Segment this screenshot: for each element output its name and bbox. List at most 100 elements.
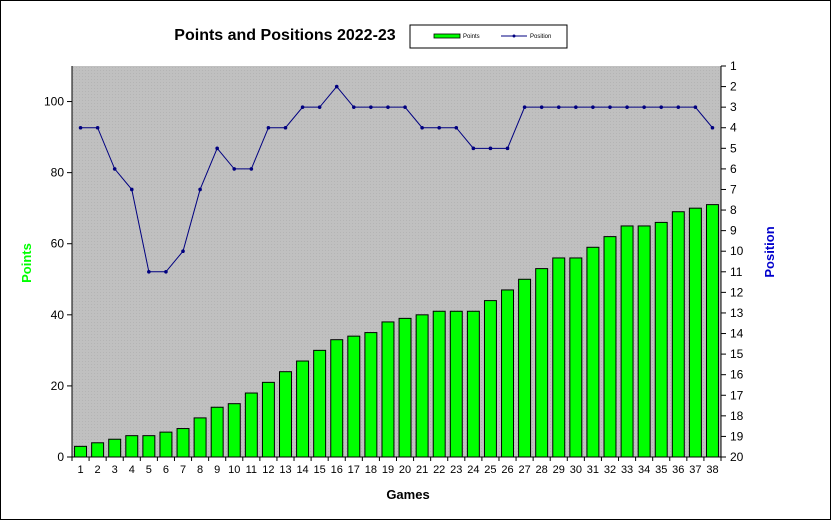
x-tick-label: 3	[112, 464, 118, 476]
legend-box	[409, 24, 568, 49]
points-bar-game-1	[74, 445, 88, 458]
points-bar-game-28	[535, 268, 549, 458]
legend-points-label: Points	[463, 34, 480, 40]
points-bar-game-12	[261, 381, 275, 458]
right-tick-label: 6	[730, 162, 737, 176]
right-tick-label: 11	[730, 265, 743, 279]
x-tick-label: 14	[296, 464, 308, 476]
x-tick-label: 32	[604, 464, 616, 476]
points-bar-game-25	[483, 300, 497, 458]
position-point-game-13	[283, 125, 288, 130]
x-tick-label: 12	[262, 464, 274, 476]
x-tick-label: 26	[501, 464, 513, 476]
right-tick-label: 5	[730, 141, 737, 155]
points-bar-game-7	[176, 428, 190, 458]
x-tick-label: 9	[214, 464, 220, 476]
points-bar-game-4	[125, 435, 139, 458]
x-tick-label: 27	[518, 464, 530, 476]
points-bar-game-32	[603, 236, 617, 458]
x-tick-label: 23	[450, 464, 462, 476]
x-tick-label: 18	[365, 464, 377, 476]
position-point-game-15	[317, 105, 322, 109]
position-point-game-4	[129, 187, 134, 192]
points-bar-game-37	[688, 207, 702, 458]
x-tick-label: 19	[382, 464, 394, 476]
position-line	[80, 85, 713, 273]
position-point-game-24	[471, 146, 476, 151]
points-bar-game-15	[313, 349, 327, 458]
right-tick-label: 13	[730, 306, 744, 320]
points-bar-game-20	[398, 317, 412, 458]
points-bar-game-38	[705, 204, 719, 458]
position-point-game-10	[232, 167, 237, 171]
position-point-game-22	[437, 125, 442, 130]
right-tick-label: 9	[730, 224, 737, 238]
x-tick-label: 11	[246, 464, 257, 476]
x-tick-label: 1	[77, 464, 83, 476]
points-bar-game-30	[569, 257, 583, 458]
points-bar-game-27	[518, 278, 532, 458]
right-tick-label: 10	[730, 244, 744, 258]
position-point-game-18	[369, 105, 373, 109]
right-tick-label: 4	[730, 121, 737, 135]
position-point-game-26	[505, 146, 510, 151]
x-tick-label: 7	[180, 464, 186, 476]
x-tick-label: 22	[433, 464, 445, 476]
x-tick-label: 20	[399, 464, 411, 476]
legend-points-swatch	[433, 33, 461, 39]
legend: Points Position	[409, 24, 568, 49]
left-axis-ticks: 0 20 40 60 80 100	[44, 95, 72, 464]
right-axis-label: Position	[762, 226, 777, 277]
x-tick-label: 28	[536, 464, 548, 476]
position-point-game-21	[420, 125, 424, 130]
position-point-game-19	[386, 105, 390, 109]
x-tick-label: 38	[706, 464, 718, 476]
right-tick-label: 2	[730, 80, 737, 94]
right-tick-label: 20	[730, 450, 744, 464]
x-tick-label: 36	[672, 464, 684, 476]
position-point-game-34	[642, 105, 646, 109]
points-bar-game-26	[501, 289, 515, 458]
position-point-game-23	[454, 125, 459, 130]
x-tick-label: 21	[416, 464, 428, 476]
position-line-layer	[78, 84, 715, 274]
right-tick-label: 16	[730, 368, 744, 382]
position-point-game-5	[147, 269, 151, 274]
x-tick-label: 31	[587, 464, 599, 476]
left-tick-label: 100	[44, 95, 64, 109]
right-tick-label: 14	[730, 327, 744, 341]
right-tick-label: 17	[730, 388, 744, 402]
right-tick-label: 18	[730, 409, 744, 423]
position-point-game-20	[403, 105, 407, 109]
position-point-game-14	[300, 105, 305, 109]
points-bar-game-23	[449, 310, 463, 458]
position-point-game-6	[164, 269, 168, 274]
position-point-game-25	[488, 146, 493, 151]
x-tick-label: 30	[570, 464, 582, 476]
points-bar-game-5	[142, 435, 156, 458]
left-axis-label: Points	[19, 243, 34, 283]
position-point-game-8	[198, 187, 202, 192]
position-point-game-32	[608, 105, 612, 109]
x-tick-label: 5	[146, 464, 152, 476]
x-axis-ticks: 1 2 3 4 5 6 7 8 9 10 11 12 13 14 15 16 17 18 19 20 21 22 23 24 2…	[71, 457, 722, 476]
left-tick-label: 60	[51, 237, 65, 251]
x-tick-label: 15	[314, 464, 326, 476]
chart-title: Points and Positions 2022-23	[174, 27, 396, 44]
points-bar-game-36	[671, 211, 685, 458]
x-tick-label: 35	[655, 464, 667, 476]
points-bar-game-24	[466, 310, 480, 458]
position-point-game-2	[95, 125, 100, 130]
legend-position-marker	[512, 34, 516, 38]
x-tick-label: 29	[553, 464, 565, 476]
points-bar-game-34	[637, 225, 651, 458]
right-tick-label: 7	[730, 182, 737, 196]
points-bar-game-2	[91, 442, 105, 458]
position-point-game-35	[659, 105, 664, 109]
points-bar-game-29	[552, 257, 566, 458]
x-tick-label: 6	[163, 464, 169, 476]
x-tick-label: 2	[95, 464, 101, 476]
